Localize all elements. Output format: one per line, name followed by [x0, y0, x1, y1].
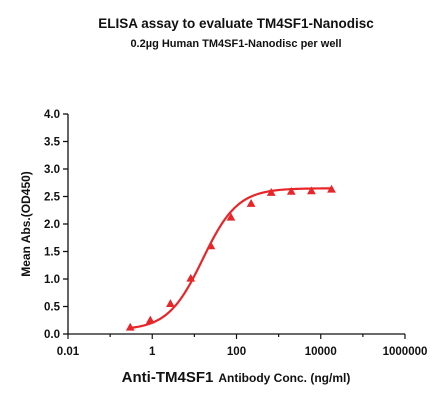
x-ticks: 0.01 1 100 10000 1000000: [57, 334, 428, 358]
y-tick-label: 0.0: [44, 329, 60, 341]
x-axis-label: Anti-TM4SF1 Antibody Conc. (ng/ml): [122, 369, 351, 386]
y-tick-label: 1.5: [44, 247, 61, 259]
data-point: [327, 184, 336, 193]
axes: [67, 114, 405, 335]
y-tick-label: 4.0: [44, 109, 60, 121]
data-point: [266, 188, 276, 196]
data-point: [307, 186, 316, 195]
x-tick-label: 10000: [305, 346, 337, 358]
data-point: [246, 199, 256, 207]
x-axis-label-rest: Antibody Conc. (ng/ml): [218, 371, 350, 385]
y-tick-label: 3.0: [44, 164, 60, 176]
y-tick-label: 2.5: [44, 192, 61, 204]
y-axis-label: Mean Abs.(OD450): [19, 171, 33, 277]
data-point: [286, 186, 296, 195]
plot-area: [125, 184, 336, 331]
data-point: [125, 322, 135, 331]
x-tick-label: 0.01: [57, 346, 80, 358]
y-tick-label: 1.0: [44, 274, 60, 286]
y-tick-label: 3.5: [44, 137, 61, 149]
data-point: [166, 299, 175, 307]
fit-curve: [130, 187, 332, 330]
y-ticks: 0.0 0.5 1.0 1.5 2.0 2.5 3.0 3.5 4.0: [44, 109, 68, 341]
x-tick-label: 1: [149, 346, 156, 358]
data-point: [206, 241, 216, 250]
chart-subtitle: 0.2µg Human TM4SF1-Nanodisc per well: [130, 38, 341, 50]
data-point: [226, 212, 236, 221]
y-tick-label: 2.0: [44, 219, 60, 231]
x-tick-label: 100: [227, 346, 246, 358]
x-axis-label-main: Anti-TM4SF1: [122, 369, 214, 386]
y-tick-label: 0.5: [44, 302, 61, 314]
x-tick-label: 1000000: [383, 346, 428, 358]
data-point: [186, 273, 196, 282]
data-point: [145, 315, 155, 324]
chart-title: ELISA assay to evaluate TM4SF1-Nanodisc: [98, 16, 374, 31]
